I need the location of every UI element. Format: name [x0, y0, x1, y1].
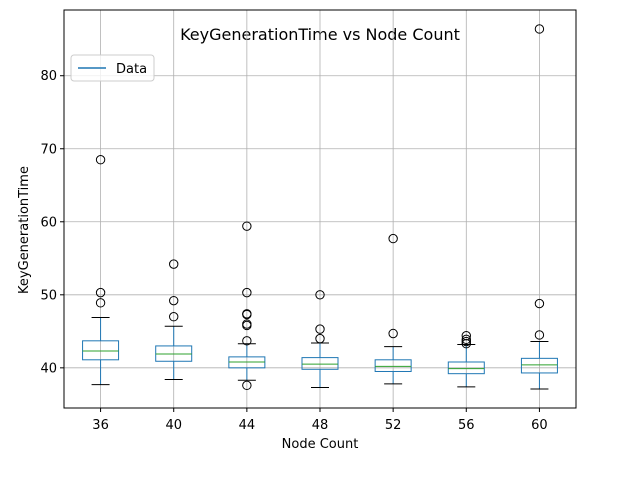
- plot-frame: [63, 9, 577, 409]
- outlier-point: [534, 298, 545, 309]
- box-48: [301, 290, 339, 389]
- outlier-point: [534, 330, 545, 340]
- outlier-point: [169, 259, 179, 269]
- y-tick-label: 70: [40, 142, 57, 157]
- y-tick-label: 80: [40, 69, 57, 84]
- outlier-point: [315, 290, 325, 300]
- outlier-point: [242, 221, 252, 231]
- box-series: [82, 24, 558, 391]
- outlier-point: [388, 328, 398, 339]
- iqr-box: [374, 359, 412, 372]
- box-36: [82, 155, 120, 386]
- x-tick-label: 56: [458, 418, 475, 433]
- outlier-point: [388, 233, 398, 244]
- outlier-point: [315, 324, 325, 334]
- legend-label: Data: [116, 62, 147, 77]
- y-tick-label: 60: [40, 215, 57, 230]
- iqr-box: [82, 340, 120, 361]
- y-axis-ticks: 40 50 60 70 80: [40, 69, 64, 376]
- outlier-point: [315, 333, 325, 344]
- outlier-point: [95, 155, 106, 165]
- y-tick-label: 40: [40, 361, 57, 376]
- iqr-box: [520, 357, 558, 374]
- outlier-point: [242, 309, 252, 320]
- outlier-point: [242, 336, 252, 346]
- outlier-point: [461, 339, 471, 349]
- box-40: [155, 259, 193, 381]
- x-tick-label: 44: [239, 418, 256, 433]
- outlier-point: [95, 298, 106, 308]
- outlier-point: [461, 334, 471, 345]
- outlier-point: [242, 287, 252, 298]
- outlier-point: [95, 287, 106, 298]
- outlier-point: [169, 312, 179, 322]
- x-tick-label: 36: [92, 418, 109, 433]
- iqr-box: [447, 361, 485, 375]
- outlier-point: [461, 336, 471, 347]
- box-52: [374, 233, 412, 385]
- outlier-point: [242, 380, 252, 391]
- box-56: [447, 331, 485, 388]
- legend: Data: [70, 54, 155, 82]
- y-axis-label: KeyGenerationTime: [17, 166, 32, 294]
- x-tick-label: 40: [165, 418, 182, 433]
- outlier-point: [169, 295, 179, 306]
- x-axis-label: Node Count: [282, 437, 359, 452]
- box-44: [228, 221, 266, 391]
- outlier-point: [242, 320, 252, 331]
- x-tick-label: 52: [385, 418, 402, 433]
- iqr-box: [301, 357, 339, 370]
- box-60: [520, 24, 558, 390]
- y-tick-label: 50: [40, 288, 57, 303]
- x-tick-label: 48: [312, 418, 329, 433]
- x-tick-label: 60: [531, 418, 548, 433]
- outlier-point: [534, 24, 545, 34]
- x-axis-ticks: 36 40 44 48 52 56 60: [92, 408, 548, 433]
- legend-box: [70, 54, 155, 82]
